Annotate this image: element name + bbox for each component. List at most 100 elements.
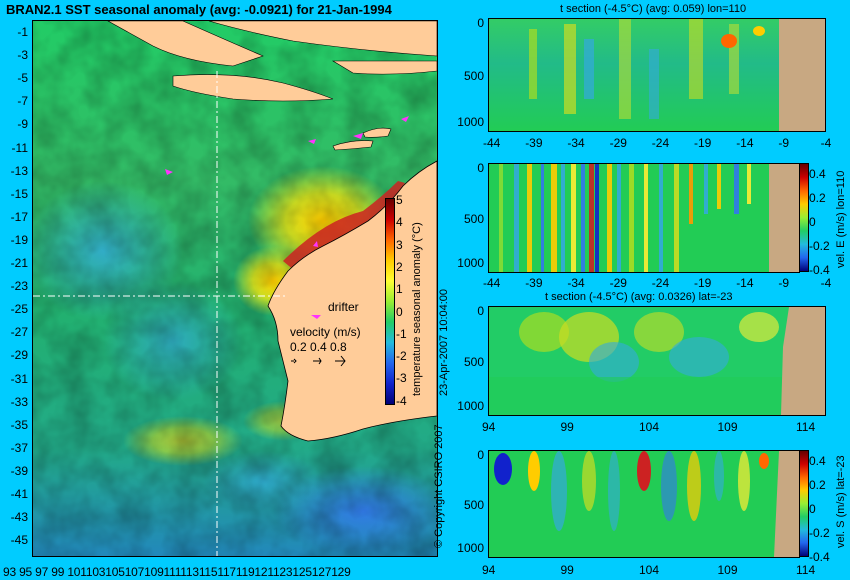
main-colorbar (385, 198, 395, 405)
panel1-y-tick: 0 (477, 16, 484, 30)
main-map-y-tick: -35 (10, 417, 28, 432)
main-map-y-tick: -1 (17, 25, 28, 39)
panel4-y-tick: 0 (477, 448, 484, 462)
panel2-x-tick: -4 (820, 276, 832, 290)
main-map-y-tick: -25 (10, 302, 28, 317)
main-map-y-tick: -21 (10, 256, 28, 270)
panel4-colorbar-tick: 0.4 (809, 454, 826, 468)
panel1-x-tick: -24 (651, 136, 670, 150)
main-colorbar-label: temperature seasonal anomaly (°C) (411, 222, 423, 396)
main-map-y-tick: -33 (10, 394, 28, 409)
main-colorbar-tick: -3 (396, 371, 407, 386)
panel4-x-tick: 94 (482, 563, 496, 577)
main-colorbar-tick: 0 (396, 304, 403, 319)
panel4-y-tick: 1000 (457, 541, 484, 555)
velocity-arrows (291, 355, 346, 367)
panel4-x-tick: 99 (560, 563, 574, 577)
main-colorbar-tick: 4 (396, 215, 403, 230)
panel2-canvas (489, 164, 799, 272)
main-map-y-tick: -39 (10, 463, 28, 478)
main-map-y-tick: -19 (10, 232, 28, 247)
main-map-y-tick: -7 (17, 94, 28, 109)
panel1-y-tick: 1000 (457, 115, 484, 129)
panel3-y-tick: 1000 (457, 399, 484, 413)
panel3-x-tick: 114 (796, 420, 816, 434)
panel4-colorbar-tick: -0.4 (809, 550, 830, 564)
panel2-y-tick: 1000 (457, 256, 484, 270)
sst-anomaly-map[interactable] (32, 20, 438, 557)
main-map-y-tick: -29 (10, 348, 28, 363)
panel1-x-tick: -34 (567, 136, 585, 150)
drifter-label: drifter (328, 300, 359, 314)
panel3-x-tick: 109 (717, 420, 738, 434)
main-map-y-tick: -15 (10, 186, 28, 201)
panel3-x-tick: 94 (482, 420, 496, 434)
main-map-y-tick: -23 (10, 279, 28, 294)
main-map-y-tick: -37 (10, 440, 28, 455)
panel4-y-tick: 500 (463, 498, 484, 513)
panel3-y-tick: 500 (463, 355, 484, 370)
panel2-y-tick: 0 (477, 161, 484, 175)
panel4-x-tick: 109 (717, 563, 738, 577)
panel4-colorbar-tick: -0.2 (809, 526, 830, 540)
panel2-colorbar (799, 163, 809, 272)
panel2-colorbar-tick: -0.4 (809, 263, 830, 277)
panel4-colorbar-tick: 0.2 (809, 478, 826, 492)
sst-anomaly-map-canvas (33, 21, 437, 556)
panel1-x-tick: -44 (483, 136, 501, 150)
copyright-text: © Copyright CSIRO 2007 (433, 424, 445, 548)
panel2-y-tick: 500 (463, 212, 484, 227)
panel3-y-tick: 0 (477, 304, 484, 318)
panel4-colorbar-label: vel. S (m/s) lat=-23 (835, 455, 847, 548)
main-map-title: BRAN2.1 SST seasonal anomaly (avg: -0.09… (6, 2, 392, 17)
panel1-x-tick: -29 (609, 136, 627, 150)
panel1-t-section-lon[interactable] (488, 18, 826, 132)
panel2-vel-east-lon[interactable] (488, 163, 800, 273)
main-map-y-tick: -17 (10, 209, 28, 224)
panel4-colorbar (799, 450, 809, 557)
panel2-x-tick: -29 (609, 276, 627, 290)
main-map-y-tick: -9 (17, 117, 28, 132)
main-colorbar-tick: 1 (396, 282, 403, 297)
panel2-colorbar-tick: 0 (809, 215, 816, 229)
panel1-x-tick: -4 (820, 136, 832, 150)
panel2-colorbar-label: vel. E (m/s) lon=110 (835, 170, 847, 268)
main-colorbar-tick: -2 (396, 349, 407, 364)
panel2-colorbar-tick: 0.2 (809, 191, 826, 205)
main-map-y-tick: -11 (11, 140, 28, 155)
panel3-title: t section (-4.5°C) (avg: 0.0326) lat=-23 (545, 291, 733, 303)
main-colorbar-tick: 5 (396, 193, 403, 207)
main-map-y-tick: -41 (10, 487, 28, 501)
panel3-x-tick: 99 (560, 420, 574, 434)
main-colorbar-tick: 3 (396, 237, 403, 252)
main-map-y-tick: -5 (17, 71, 28, 86)
panel1-x-tick: -39 (525, 136, 543, 150)
panel1-canvas (489, 19, 825, 131)
main-map-y-tick: -27 (10, 325, 28, 340)
panel4-vel-south-lat[interactable] (488, 450, 800, 558)
velocity-title: velocity (m/s) (290, 325, 361, 339)
panel4-colorbar-tick: 0 (809, 502, 816, 516)
main-colorbar-tick: -4 (396, 393, 407, 408)
panel1-x-tick: -19 (694, 136, 712, 150)
panel2-colorbar-tick: -0.2 (809, 239, 830, 253)
panel1-x-tick: -9 (778, 136, 790, 150)
panel2-x-tick: -34 (567, 276, 585, 290)
panel4-canvas (489, 451, 799, 557)
main-map-y-tick: -43 (10, 510, 28, 525)
panel2-x-tick: -14 (736, 276, 754, 290)
main-map-y-tick: -3 (17, 48, 28, 63)
panel1-x-tick: -14 (736, 136, 754, 150)
panel2-x-tick: -24 (651, 276, 670, 290)
velocity-values: 0.2 0.4 0.8 (290, 340, 347, 354)
main-map-y-tick: -31 (10, 371, 28, 386)
panel1-title: t section (-4.5°C) (avg: 0.059) lon=110 (560, 3, 747, 15)
main-map-x-axis: 93 95 97 99 1011031051071091111131151171… (3, 565, 351, 579)
panel3-x-tick: 104 (639, 420, 660, 434)
drifter-marker (311, 315, 321, 319)
panel1-y-tick: 500 (463, 69, 484, 84)
main-map-y-tick: -13 (10, 163, 28, 178)
panel3-t-section-lat[interactable] (488, 306, 826, 416)
main-colorbar-tick: 2 (396, 259, 403, 274)
panel2-x-tick: -9 (778, 276, 790, 290)
